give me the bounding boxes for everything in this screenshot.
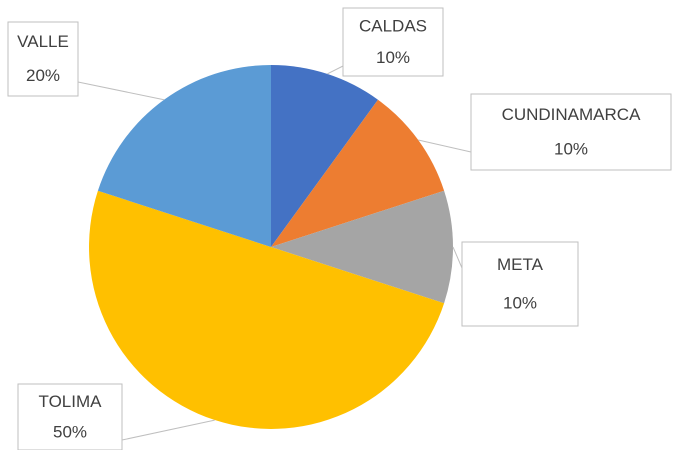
pie-slice: [89, 190, 445, 429]
leader-line: [327, 65, 344, 75]
leader-line: [418, 139, 472, 153]
label-value: 10%: [554, 140, 588, 159]
label-box: [461, 241, 579, 327]
label-name: CALDAS: [359, 17, 427, 36]
pie-slice: [271, 190, 453, 304]
label-box: [17, 383, 123, 450]
leader-line: [77, 81, 165, 101]
pie-slice: [271, 99, 445, 247]
label-box: [470, 93, 672, 171]
label-value: 10%: [503, 294, 537, 313]
leader-line: [121, 419, 215, 441]
label-value: 20%: [26, 66, 60, 85]
label-box: [342, 7, 444, 77]
label-name: META: [497, 255, 544, 274]
label-name: TOLIMA: [39, 392, 103, 411]
label-name: VALLE: [17, 32, 69, 51]
pie-slice: [97, 65, 271, 247]
data-label: VALLE 20%: [7, 21, 79, 97]
data-label: CALDAS 10%: [342, 7, 444, 77]
leader-line: [452, 246, 463, 269]
label-value: 50%: [53, 422, 87, 441]
label-box: [7, 21, 79, 97]
label-name: CUNDINAMARCA: [502, 105, 642, 124]
data-label: META 10%: [461, 241, 579, 327]
label-value: 10%: [376, 48, 410, 67]
data-label: CUNDINAMARCA 10%: [470, 93, 672, 171]
pie-slice: [271, 65, 378, 247]
data-label: TOLIMA 50%: [17, 383, 123, 450]
